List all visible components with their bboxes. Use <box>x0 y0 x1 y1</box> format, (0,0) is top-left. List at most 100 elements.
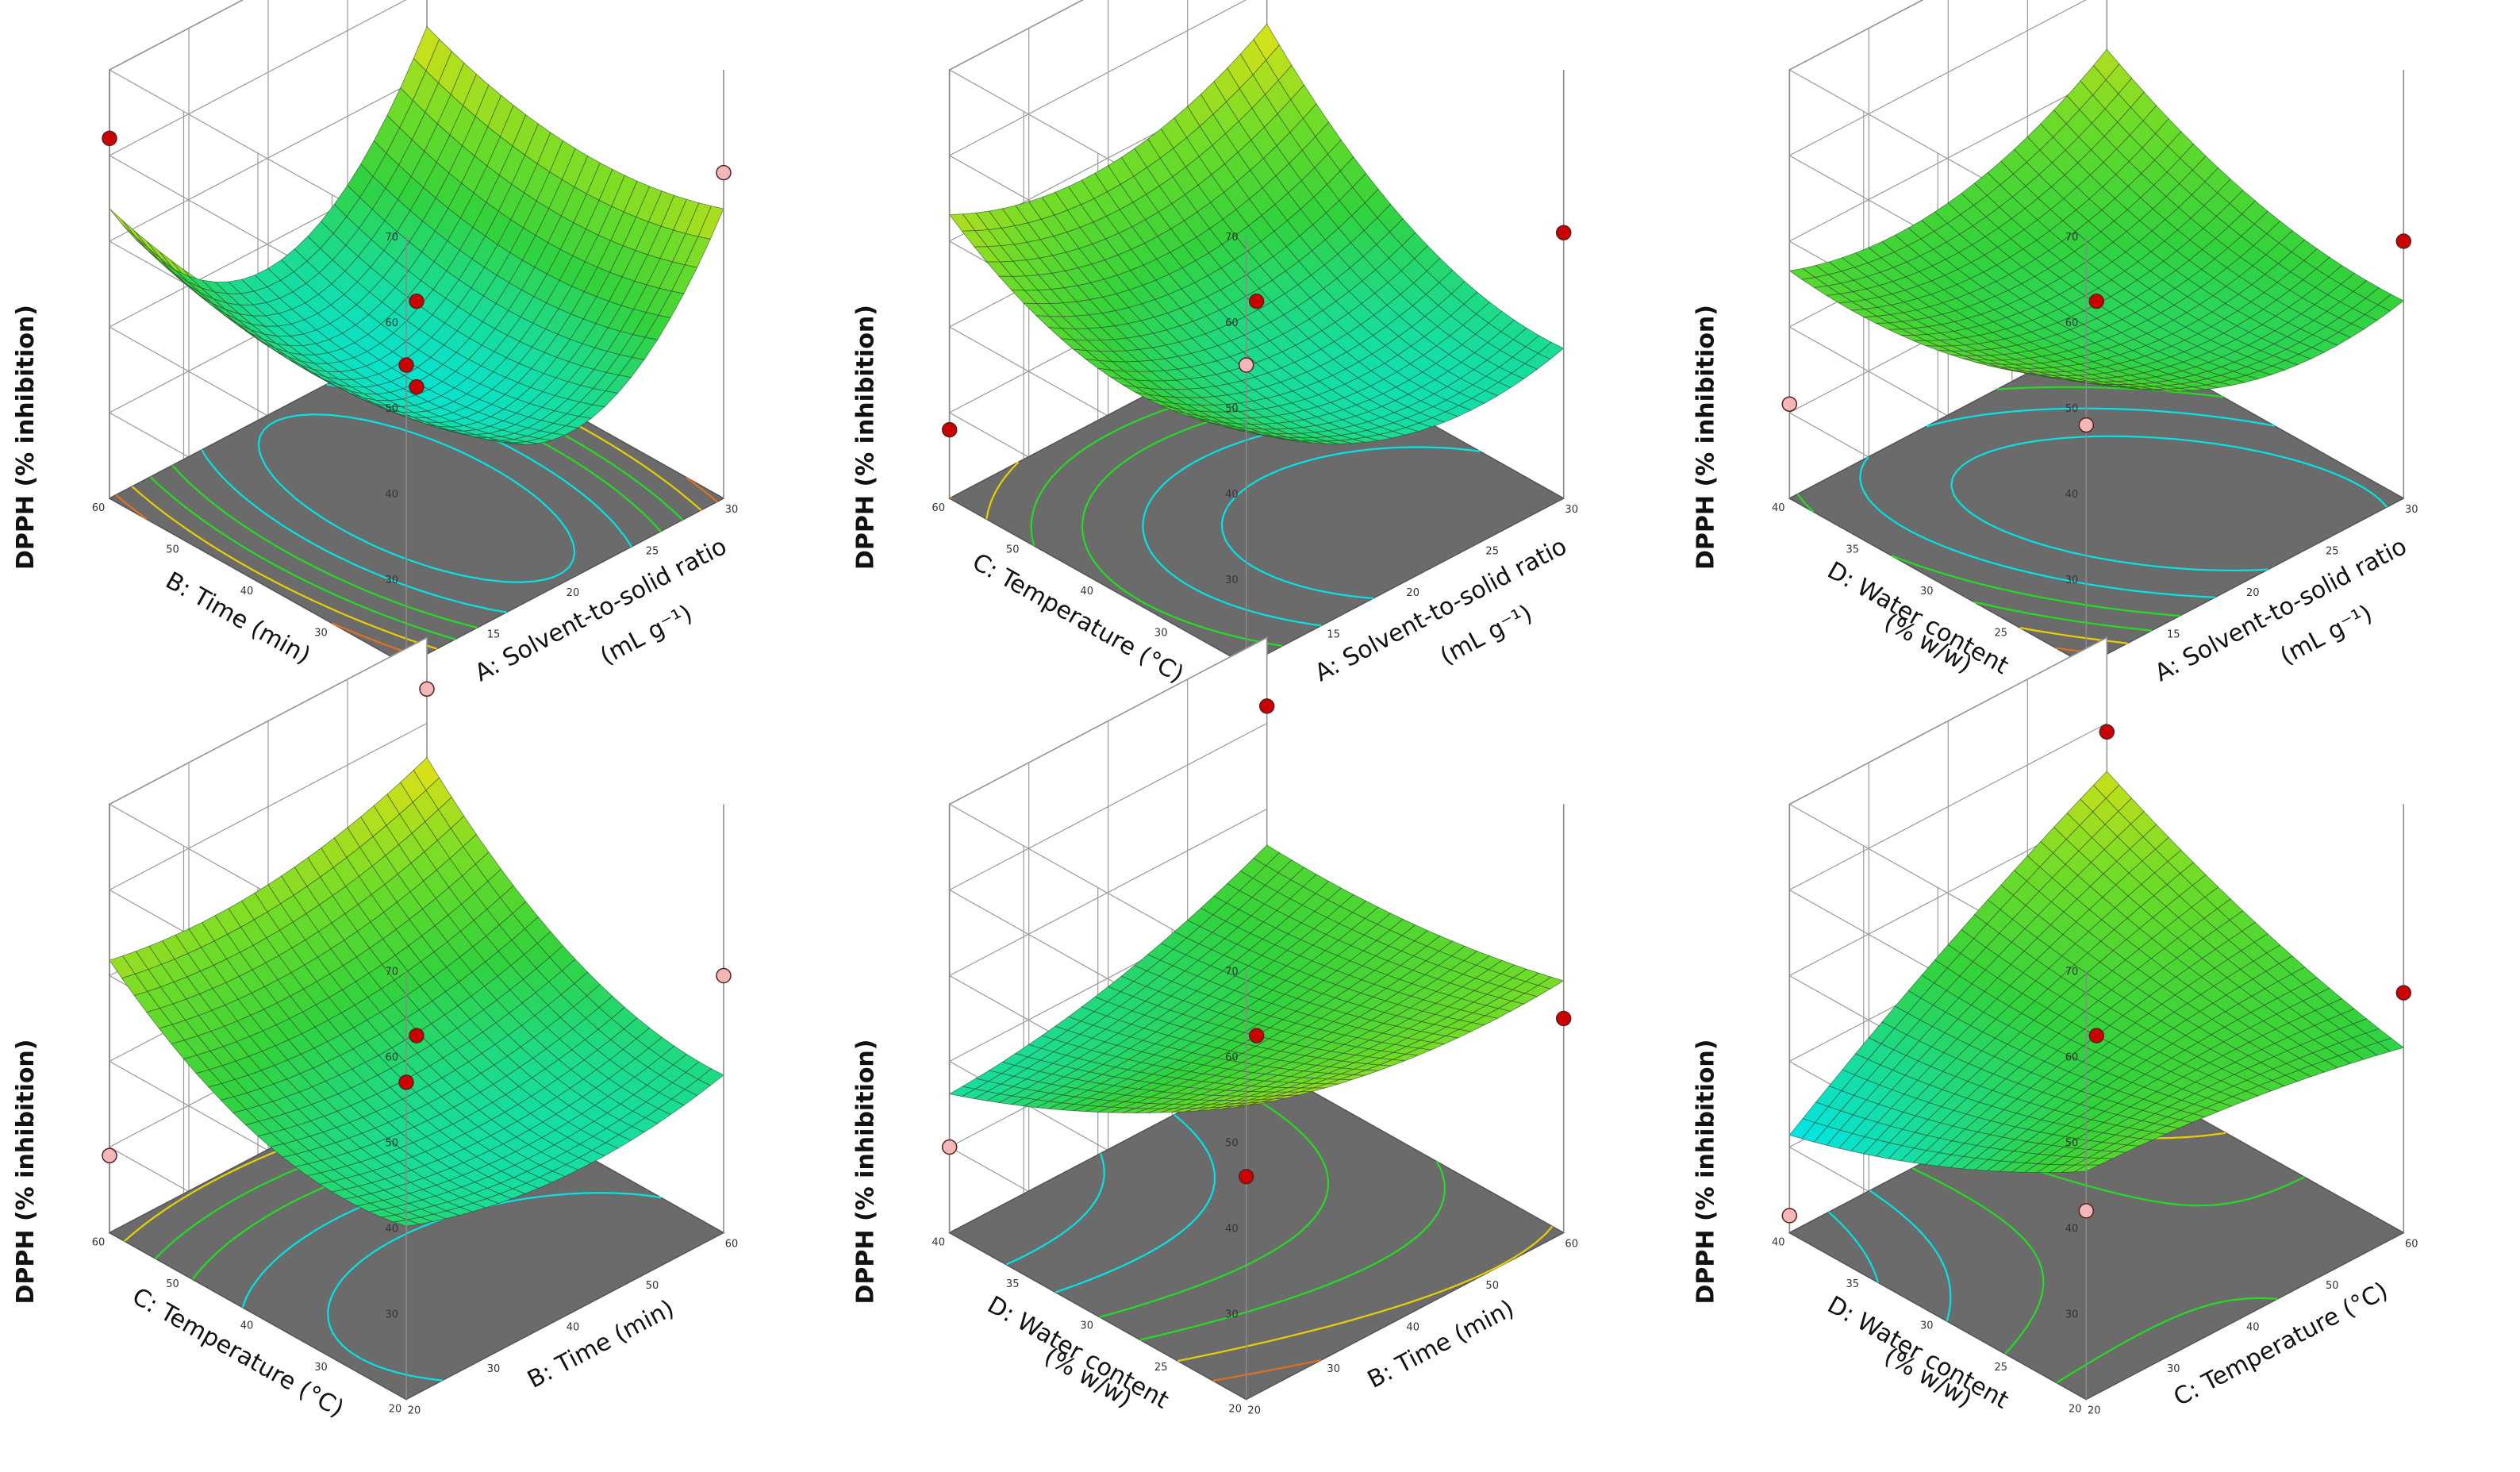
y-tick-label: 30 <box>1920 1320 1934 1332</box>
y-tick-label: 40 <box>932 1237 945 1249</box>
design-point <box>419 681 435 698</box>
x-tick-label: 20 <box>408 1405 421 1417</box>
design-point <box>1258 698 1275 714</box>
x-tick-label: 40 <box>567 1322 580 1334</box>
design-point <box>1555 1010 1572 1027</box>
z-tick-label: 40 <box>385 1224 398 1236</box>
z-tick-label: 60 <box>385 1052 398 1064</box>
z-tick-label: 60 <box>2065 1052 2079 1064</box>
x-tick-label: 30 <box>725 504 739 516</box>
chart-panel-4: 30 40 50 60 70 DPPH (% inhibition) 20 30 40 50 60 2… <box>12 636 738 1423</box>
y-tick-label: 20 <box>2069 1404 2082 1416</box>
z-tick-label: 50 <box>385 1138 398 1150</box>
z-axis-label: DPPH (% inhibition) <box>1692 305 1719 570</box>
x-tick-label: 30 <box>1565 504 1578 516</box>
x-tick-label: 30 <box>1327 1363 1340 1375</box>
x-tick-label: 15 <box>1327 629 1340 641</box>
y-tick-label: 40 <box>240 1320 254 1332</box>
z-tick-label: 70 <box>385 232 398 244</box>
z-axis-label: DPPH (% inhibition) <box>1692 1040 1719 1305</box>
design-point <box>2078 417 2095 433</box>
z-tick-label: 40 <box>1225 1224 1239 1236</box>
z-tick-label: 70 <box>385 967 398 978</box>
z-tick-label: 60 <box>2065 317 2079 329</box>
design-point <box>1248 293 1265 309</box>
design-point <box>1238 357 1254 373</box>
design-point <box>2088 1028 2105 1043</box>
y-tick-label: 60 <box>932 502 945 514</box>
floor-contour <box>1869 1190 1952 1322</box>
x-tick-label: 15 <box>487 629 501 641</box>
design-point <box>716 164 732 181</box>
surface-cell <box>413 756 440 791</box>
design-point <box>2088 293 2105 309</box>
floor-contour <box>1950 435 2387 571</box>
floor-contour <box>1212 1359 1322 1382</box>
x-tick-label: 60 <box>2405 1239 2418 1251</box>
z-tick-label: 30 <box>2065 1309 2079 1321</box>
y-tick-label: 20 <box>1228 1404 1242 1416</box>
z-tick-label: 30 <box>385 575 398 586</box>
design-point <box>1781 396 1798 412</box>
y-tick-label: 25 <box>1154 1362 1168 1374</box>
x-tick-label: 30 <box>2167 1363 2180 1375</box>
z-tick-label: 70 <box>1225 967 1239 978</box>
y-tick-label: 50 <box>1006 544 1020 556</box>
y-tick-label: 35 <box>1846 544 1860 556</box>
z-tick-label: 50 <box>1225 1138 1239 1150</box>
y-tick-label: 30 <box>314 1362 328 1374</box>
response-surface <box>109 756 724 1227</box>
y-tick-label: 25 <box>1995 1362 2008 1374</box>
z-tick-label: 30 <box>2065 575 2079 586</box>
design-point <box>409 379 424 395</box>
x-tick-label: 20 <box>1247 1405 1261 1417</box>
z-tick-label: 50 <box>1225 403 1239 415</box>
floor-contour <box>1054 1113 1216 1293</box>
y-tick-label: 30 <box>1154 628 1168 640</box>
z-tick-label: 60 <box>1225 317 1239 329</box>
design-point <box>102 1147 117 1164</box>
x-tick-label: 50 <box>1485 1280 1499 1292</box>
x-tick-label: 30 <box>487 1363 501 1375</box>
design-point <box>941 421 958 438</box>
design-point <box>1248 1028 1265 1043</box>
chart-panel-5: 30 40 50 60 70 DPPH (% inhibition) 20 30 40 50 60 2… <box>852 636 1578 1417</box>
design-point <box>941 1139 958 1155</box>
response-surface <box>948 23 1565 444</box>
surface-cell <box>1253 844 1281 867</box>
response-surface <box>1788 771 2405 1174</box>
x-tick-label: 20 <box>2246 587 2260 599</box>
design-point <box>716 967 732 984</box>
y-tick-label: 60 <box>92 1237 106 1249</box>
z-axis-label: DPPH (% inhibition) <box>12 1040 40 1305</box>
floor-contour <box>257 413 576 583</box>
floor-contour <box>1859 407 2275 598</box>
y-tick-label: 40 <box>1080 586 1093 598</box>
design-point <box>409 293 424 309</box>
response-surface <box>1788 48 2405 392</box>
design-point <box>2395 233 2412 249</box>
x-tick-label: 25 <box>646 546 659 558</box>
x-tick-label: 25 <box>2326 546 2339 558</box>
response-surface <box>109 25 724 445</box>
response-surface <box>948 844 1565 1113</box>
floor-contour <box>1099 1084 1329 1318</box>
y-tick-label: 20 <box>389 1404 402 1416</box>
floor-contour <box>1220 446 1481 600</box>
z-tick-label: 50 <box>2065 1138 2079 1150</box>
surface-cell <box>2092 771 2120 799</box>
x-tick-label: 20 <box>2088 1405 2101 1417</box>
design-point <box>102 130 117 147</box>
floor-contour <box>1911 1167 2045 1355</box>
design-point <box>2099 724 2115 740</box>
z-tick-label: 30 <box>1225 1309 1239 1321</box>
z-tick-label: 30 <box>385 1309 398 1321</box>
x-tick-label: 60 <box>1565 1239 1578 1251</box>
floor-contour <box>1005 1153 1105 1266</box>
x-tick-label: 25 <box>1485 546 1499 558</box>
y-tick-label: 30 <box>1920 586 1934 598</box>
